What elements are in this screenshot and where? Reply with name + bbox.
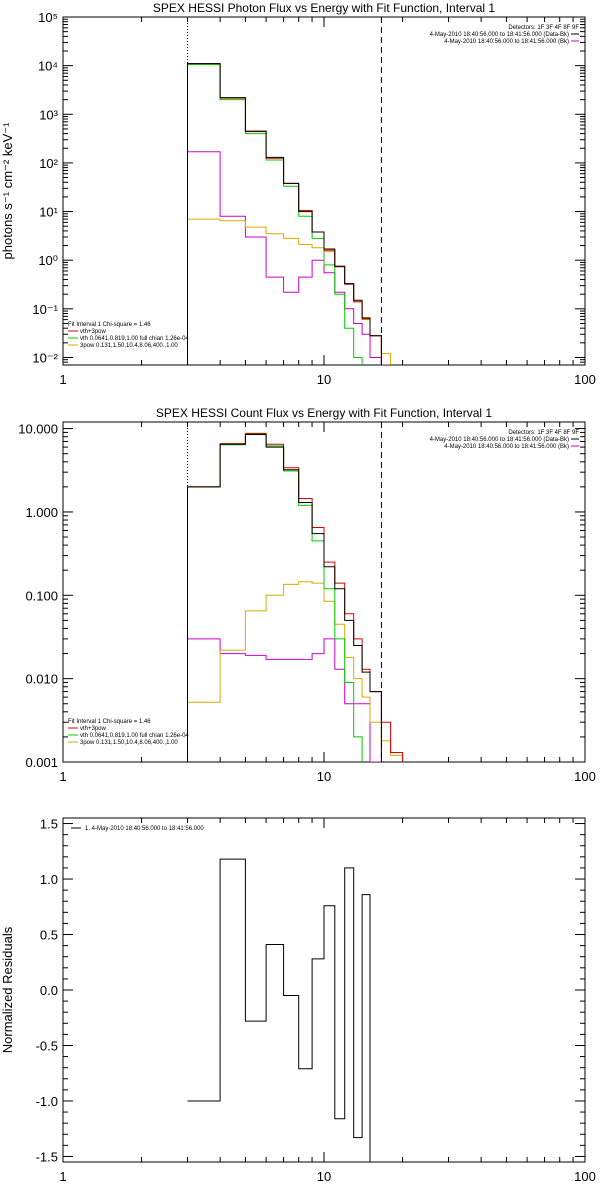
legend-entry: vth 0.0641,0.819,1.00 full chian 1.26e-0… (80, 733, 189, 739)
series-line (187, 858, 371, 1162)
series-line (187, 63, 382, 365)
series-line (187, 218, 392, 365)
y-tick-label: 1.5 (40, 817, 58, 832)
series-line (187, 581, 404, 762)
legend-entry: 3pow 0.131,1.50,10.4,8.06,400.,1.00 (80, 343, 178, 349)
legend-entry: vth+3pow (80, 329, 107, 335)
y-tick-label: 0.5 (40, 928, 58, 943)
x-tick-label: 100 (574, 372, 596, 387)
legend-entry: 4-May-2010 18:40:56.000 to 18:41:56.000 … (430, 32, 569, 38)
legend-entry: 4-May-2010 18:40:56.000 to 18:41:56.000 … (444, 444, 569, 450)
y-axis-label: photons s⁻¹ cm⁻² keV⁻¹ (0, 122, 15, 260)
plot-frame (62, 16, 586, 366)
plot-frame (62, 817, 586, 1163)
series-group (187, 858, 371, 1162)
series-group (187, 432, 404, 762)
y-tick-label: 10.000 (18, 422, 58, 437)
x-tick-label: 1 (59, 1169, 66, 1184)
x-tick-label: 10 (317, 1169, 331, 1184)
y-tick-label: 10⁻² (32, 350, 58, 365)
y-tick-label: -0.5 (36, 1038, 58, 1053)
x-tick-label: 100 (574, 769, 596, 784)
y-axis: 0.001 0.010 0.100 1.000 10.000 (18, 422, 585, 770)
series-line (187, 64, 363, 365)
x-axis: 1 10 100 (59, 422, 596, 784)
series-line (187, 434, 382, 762)
legend-bottom: Fit Interval 1 Chi-square = 1.46vth+3pow… (68, 719, 189, 746)
legend-top: Detectors: 1F 3F 4F 8F 9F4-May-2010 18:4… (430, 25, 580, 45)
chart-title: SPEX HESSI Photon Flux vs Energy with Fi… (153, 1, 495, 15)
y-tick-label: 10⁰ (38, 253, 58, 268)
legend-entry: 1. 4-May-2010 18:40:56.000 to 18:41:56.0… (85, 826, 204, 832)
x-tick-label: 1 (59, 769, 66, 784)
chart-panel-2: SPEX HESSI Count Flux vs Energy with Fit… (18, 406, 596, 784)
y-tick-label: 0.100 (25, 588, 58, 603)
y-axis-label: Normalized Residuals (0, 926, 15, 1053)
series-line (187, 432, 363, 762)
legend-top: 1. 4-May-2010 18:40:56.000 to 18:41:56.0… (71, 826, 204, 832)
y-tick-label: -1.5 (36, 1149, 58, 1164)
chart-panel-1: SPEX HESSI Photon Flux vs Energy with Fi… (0, 1, 596, 387)
x-tick-label: 1 (59, 372, 66, 387)
y-tick-label: -1.0 (36, 1094, 58, 1109)
y-tick-label: 10¹ (39, 205, 58, 220)
y-tick-label: 10⁴ (38, 59, 58, 74)
x-tick-label: 10 (317, 372, 331, 387)
legend-entry: 4-May-2010 18:40:56.000 to 18:41:56.000 … (444, 39, 569, 45)
y-tick-label: 10⁻¹ (32, 302, 58, 317)
chart-title: SPEX HESSI Count Flux vs Energy with Fit… (156, 406, 492, 420)
y-tick-label: 10³ (39, 107, 58, 122)
x-axis: 1 10 100 (59, 17, 596, 387)
y-tick-label: 0.001 (25, 755, 58, 770)
y-tick-label: 1.0 (40, 872, 58, 887)
legend-entry: Detectors: 1F 3F 4F 8F 9F (508, 25, 579, 31)
legend-entry: Fit Interval 1 Chi-square = 1.46 (68, 322, 151, 328)
y-axis: -1.5 -1.0 -0.5 0.0 0.5 1.0 1.5 (36, 817, 585, 1164)
x-tick-label: 10 (317, 769, 331, 784)
y-tick-label: 10² (39, 156, 58, 171)
series-group (187, 63, 392, 365)
legend-top: Detectors: 1F 3F 4F 8F 9F4-May-2010 18:4… (430, 430, 580, 450)
chart-panel-3: 1 10 100 -1.5 -1.0 -0.5 0.0 0.5 1.0 1.5 Normalized… (0, 817, 596, 1184)
legend-bottom: Fit Interval 1 Chi-square = 1.46vth+3pow… (68, 322, 189, 349)
y-tick-label: 0.010 (25, 672, 58, 687)
legend-entry: vth 0.0641,0.819,1.00 full chian 1.26e-0… (80, 336, 189, 342)
x-tick-label: 100 (574, 1169, 596, 1184)
legend-entry: 4-May-2010 18:40:56.000 to 18:41:56.000 … (430, 437, 569, 443)
y-tick-label: 1.000 (25, 505, 58, 520)
y-tick-label: 0.0 (40, 983, 58, 998)
legend-entry: vth+3pow (80, 726, 107, 732)
y-axis: 10⁻² 10⁻¹ 10⁰ 10¹ 10² 10³ 10⁴ 10⁵ (32, 10, 585, 366)
series-line (187, 151, 382, 365)
legend-entry: Detectors: 1F 3F 4F 8F 9F (508, 430, 579, 436)
legend-entry: 3pow 0.131,1.50,10.4,8.06,400.,1.00 (80, 740, 178, 746)
series-line (187, 63, 392, 365)
legend-entry: Fit Interval 1 Chi-square = 1.46 (68, 719, 151, 725)
x-axis: 1 10 100 (59, 818, 596, 1184)
series-line (187, 638, 382, 762)
y-tick-label: 10⁵ (38, 10, 58, 25)
